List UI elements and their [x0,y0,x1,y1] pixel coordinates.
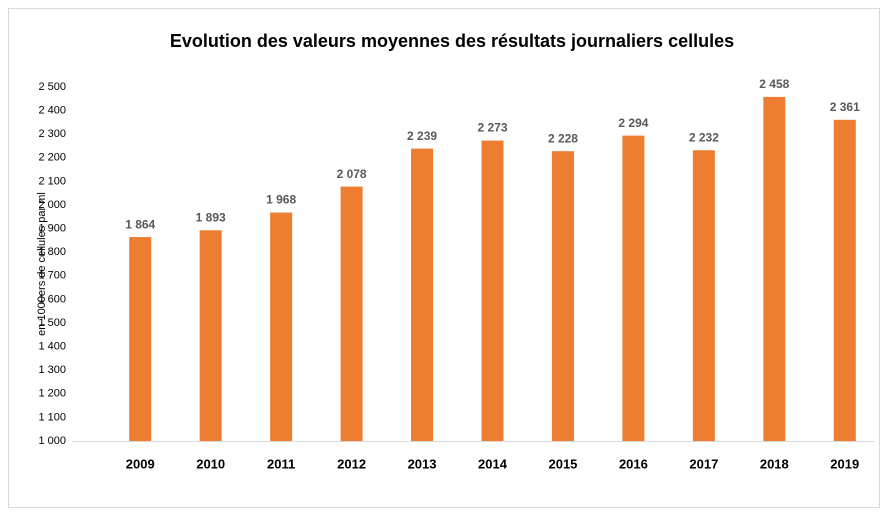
bar [340,186,363,441]
bar [411,148,434,441]
y-tick-label: 1 800 [38,246,66,258]
value-label: 1 864 [125,217,155,231]
value-label: 2 458 [759,77,789,91]
y-axis-label: en 1000ers de cellules par ml [36,192,48,336]
x-tick-label: 2012 [337,456,366,471]
x-tick-label: 2017 [689,456,718,471]
y-tick-label: 2 400 [38,105,66,117]
x-tick-label: 2014 [478,456,508,471]
value-label: 2 078 [337,167,367,181]
bar [129,237,152,441]
bar [622,135,645,441]
y-tick-label: 2 300 [38,128,66,140]
value-label: 2 232 [689,130,719,144]
value-label: 2 239 [407,129,437,143]
y-tick-label: 1 400 [38,341,66,353]
y-tick-label: 2 200 [38,152,66,164]
y-tick-label: 1 200 [38,388,66,400]
x-tick-label: 2019 [830,456,859,471]
value-label: 2 273 [477,121,507,135]
chart-border [8,8,880,508]
bar [692,150,715,442]
x-tick-label: 2009 [126,456,155,471]
y-tick-label: 2 000 [38,199,66,211]
bar [833,119,856,441]
y-tick-label: 1 600 [38,293,66,305]
y-tick-label: 2 100 [38,175,66,187]
bar [551,151,574,441]
value-label: 2 294 [618,116,648,130]
value-label: 1 968 [266,193,296,207]
y-tick-label: 1 100 [38,411,66,423]
x-tick-label: 2018 [760,456,789,471]
bar [270,212,293,441]
value-label: 2 361 [830,100,860,114]
x-tick-label: 2010 [196,456,225,471]
y-tick-label: 1 500 [38,317,66,329]
x-tick-label: 2015 [548,456,577,471]
y-tick-label: 1 300 [38,364,66,376]
x-tick-label: 2011 [267,456,295,471]
bar [763,96,786,442]
y-tick-label: 1 700 [38,270,66,282]
value-label: 2 228 [548,131,578,145]
value-label: 1 893 [196,210,226,224]
y-tick-label: 1 000 [38,435,66,447]
chart-title: Evolution des valeurs moyennes des résul… [170,31,734,51]
bar [199,230,222,441]
bar [481,140,504,441]
y-tick-label: 2 500 [38,81,66,93]
x-tick-label: 2016 [619,456,648,471]
x-tick-label: 2013 [408,456,437,471]
y-tick-label: 1 900 [38,223,66,235]
